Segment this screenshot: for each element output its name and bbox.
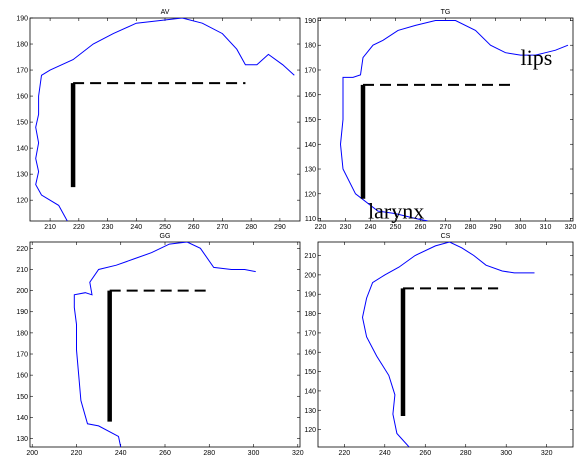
x-tick-label: 270	[217, 224, 229, 231]
chart-panel-cs: CS 220 240 260 280 300 320 120 130 140 150 160 170 18…	[304, 233, 574, 456]
axes-box	[317, 17, 574, 222]
x-tick-label: 280	[460, 450, 472, 456]
x-tick-label: 300	[500, 450, 512, 456]
y-tick-label: 210	[304, 253, 316, 260]
axes-box	[29, 241, 301, 448]
y-tick-label: 140	[304, 142, 316, 149]
x-tick-label: 300	[248, 450, 260, 456]
x-tick-label: 230	[340, 224, 352, 231]
x-tick-label: 280	[465, 224, 477, 231]
x-tick-label: 210	[44, 224, 56, 231]
y-tick-label: 170	[304, 330, 316, 337]
y-tick-label: 190	[304, 18, 316, 25]
y-tick-label: 210	[16, 267, 28, 274]
chart-title: AV	[161, 9, 170, 16]
y-tick-label: 130	[304, 167, 316, 174]
vocal-tract-contour	[73, 242, 256, 447]
x-tick-label: 250	[159, 224, 171, 231]
x-tick-label: 200	[26, 450, 38, 456]
y-tick-label: 120	[304, 191, 316, 198]
x-tick-label: 240	[130, 224, 142, 231]
x-tick-label: 290	[274, 224, 286, 231]
y-tick-label: 160	[16, 94, 28, 101]
y-tick-label: 150	[16, 394, 28, 401]
y-tick-label: 150	[304, 369, 316, 376]
y-tick-label: 190	[16, 309, 28, 316]
x-tick-label: 320	[541, 450, 553, 456]
x-tick-label: 260	[419, 450, 431, 456]
vocal-tract-contour	[361, 242, 535, 447]
axes-box	[29, 17, 301, 222]
y-tick-label: 130	[16, 436, 28, 443]
vocal-tract-contour	[35, 18, 295, 221]
x-tick-label: 260	[188, 224, 200, 231]
x-tick-label: 270	[440, 224, 452, 231]
axes-box	[317, 241, 574, 448]
x-tick-label: 290	[490, 224, 502, 231]
chart-panel-gg: GG 200 220 240 260 280 300 320 130 140 150 160 170 18…	[16, 233, 303, 456]
annotation-larynx: larynx	[368, 199, 424, 224]
y-tick-label: 220	[16, 246, 28, 253]
vocal-tract-contour	[339, 20, 569, 221]
y-tick-label: 140	[304, 388, 316, 395]
x-tick-label: 240	[379, 450, 391, 456]
y-tick-label: 170	[16, 352, 28, 359]
x-tick-label: 230	[102, 224, 114, 231]
y-tick-label: 140	[16, 146, 28, 153]
chart-panel-av: AV 210 220 230 240 250 260 270 280 290 120 130 140 15…	[16, 9, 301, 231]
chart-title: TG	[441, 9, 451, 16]
y-tick-label: 130	[16, 172, 28, 179]
annotation-lips: lips	[521, 45, 553, 70]
x-tick-label: 250	[390, 224, 402, 231]
y-tick-label: 180	[16, 330, 28, 337]
chart-panel-tg: TG 220 230 240 250 260 270 280 290 300 310 320 110 12…	[304, 9, 576, 231]
y-tick-label: 190	[16, 16, 28, 23]
x-tick-label: 280	[203, 450, 215, 456]
x-tick-label: 320	[292, 450, 304, 456]
y-tick-label: 150	[16, 120, 28, 127]
y-tick-label: 180	[304, 43, 316, 50]
y-tick-label: 120	[16, 198, 28, 205]
x-tick-label: 310	[540, 224, 552, 231]
y-tick-label: 200	[16, 288, 28, 295]
y-tick-label: 170	[16, 68, 28, 75]
y-tick-label: 160	[16, 373, 28, 380]
y-tick-label: 150	[304, 117, 316, 124]
x-tick-label: 240	[365, 224, 377, 231]
x-tick-label: 220	[71, 450, 83, 456]
y-tick-label: 120	[304, 427, 316, 434]
y-tick-label: 200	[304, 272, 316, 279]
x-tick-label: 240	[115, 450, 127, 456]
x-tick-label: 220	[338, 450, 350, 456]
chart-title: CS	[441, 233, 451, 240]
y-tick-label: 190	[304, 292, 316, 299]
y-tick-label: 180	[16, 42, 28, 49]
x-tick-label: 320	[565, 224, 577, 231]
x-tick-label: 220	[315, 224, 327, 231]
y-tick-label: 140	[16, 415, 28, 422]
y-tick-label: 110	[305, 216, 316, 223]
y-tick-label: 160	[304, 350, 316, 357]
x-tick-label: 280	[245, 224, 257, 231]
y-tick-label: 180	[304, 311, 316, 318]
x-tick-label: 300	[515, 224, 527, 231]
x-tick-label: 220	[73, 224, 85, 231]
y-tick-label: 130	[304, 408, 316, 415]
y-tick-label: 160	[304, 92, 316, 99]
chart-title: GG	[160, 233, 171, 240]
x-tick-label: 260	[159, 450, 171, 456]
x-tick-label: 260	[415, 224, 427, 231]
y-tick-label: 170	[304, 67, 316, 74]
